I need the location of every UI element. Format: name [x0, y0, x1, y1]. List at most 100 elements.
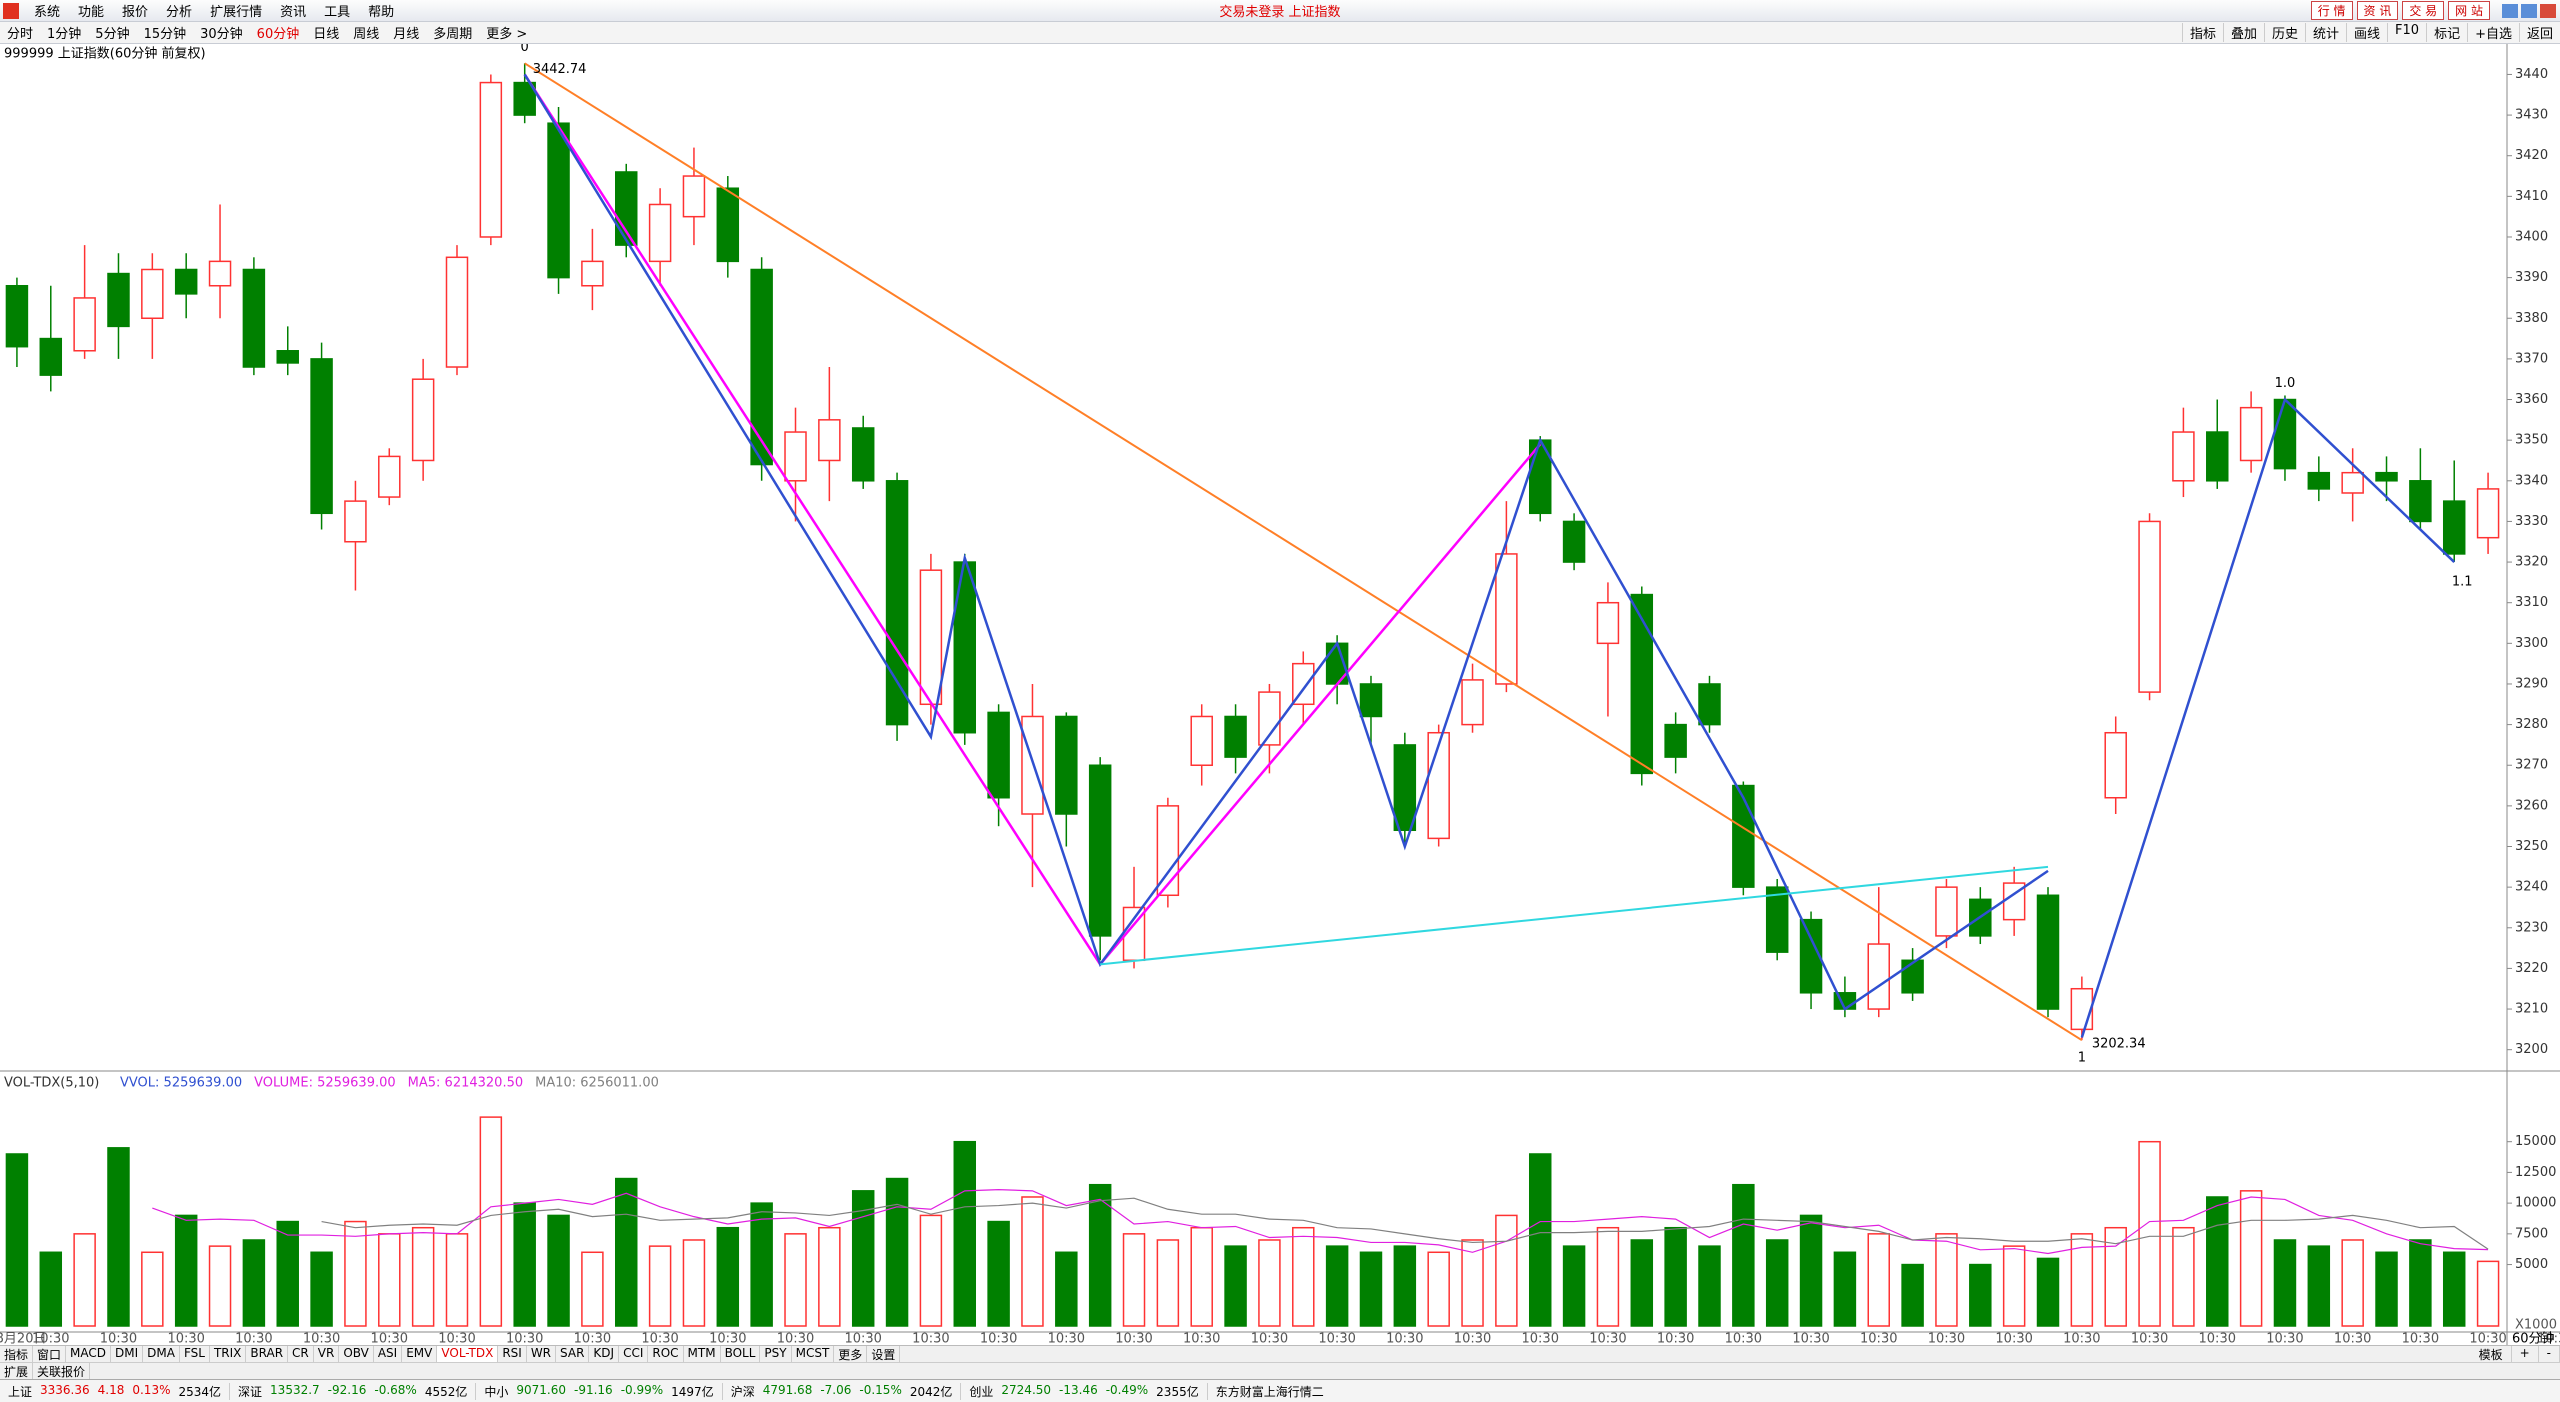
- indicator-tab[interactable]: MACD: [66, 1345, 112, 1363]
- indicator-tab[interactable]: EMV: [402, 1345, 438, 1363]
- tool-button[interactable]: 标记: [2426, 23, 2467, 42]
- menu-bar: 系统 功能 报价 分析 扩展行情 资讯 工具 帮助 交易未登录 上证指数 行 情资 讯交 易网…: [0, 0, 2560, 22]
- menu-item[interactable]: 功能: [78, 5, 105, 20]
- period-tab[interactable]: 5分钟: [95, 27, 130, 42]
- y-tick-label: 3220: [2515, 961, 2548, 976]
- tool-button[interactable]: 统计: [2305, 23, 2346, 42]
- volume-bar: [2239, 1190, 2263, 1327]
- menu-item[interactable]: 扩展行情: [210, 5, 263, 20]
- indicator-tab[interactable]: PSY: [760, 1345, 792, 1363]
- y-tick-label: 12500: [2515, 1165, 2556, 1180]
- menu-item[interactable]: 工具: [324, 5, 351, 20]
- minimize[interactable]: [2502, 3, 2518, 18]
- top-button[interactable]: 交 易: [2402, 1, 2445, 20]
- menu-item[interactable]: 报价: [122, 5, 149, 20]
- tool-button[interactable]: 返回: [2518, 23, 2560, 42]
- volume-bar: [1528, 1153, 1552, 1327]
- volume-bar: [378, 1233, 401, 1327]
- indicator-tab[interactable]: ROC: [648, 1345, 684, 1363]
- volume-bar: [2273, 1239, 2297, 1327]
- menu-item[interactable]: 系统: [34, 5, 61, 20]
- template-button[interactable]: -: [2539, 1345, 2560, 1363]
- tool-button[interactable]: 画线: [2346, 23, 2387, 42]
- tool-button[interactable]: 指标: [2181, 23, 2223, 42]
- volume-bar: [1630, 1239, 1654, 1327]
- indicator-tab[interactable]: MCST: [792, 1345, 835, 1363]
- period-tab[interactable]: 日线: [313, 27, 340, 42]
- indicator-tab[interactable]: 指标: [0, 1345, 34, 1363]
- candle-body: [1562, 520, 1586, 563]
- close[interactable]: [2540, 3, 2556, 18]
- maximize[interactable]: [2521, 3, 2537, 18]
- candle-body: [1190, 715, 1213, 766]
- indicator-tab[interactable]: CR: [288, 1345, 314, 1363]
- tool-button[interactable]: +自选: [2467, 23, 2519, 42]
- indicator-tab[interactable]: BOLL: [721, 1345, 761, 1363]
- candle-body: [445, 256, 469, 368]
- indicator-tab[interactable]: ASI: [374, 1345, 403, 1363]
- candle-body: [648, 203, 672, 263]
- indicator-tab[interactable]: VOL-TDX: [437, 1345, 499, 1363]
- period-tab[interactable]: 多周期: [433, 27, 473, 42]
- ext-tab[interactable]: 扩展: [0, 1362, 34, 1380]
- indicator-tab[interactable]: SAR: [556, 1345, 590, 1363]
- period-tab[interactable]: 60分钟: [256, 27, 300, 42]
- status-value: -0.49%: [1105, 1382, 1149, 1397]
- x-tick-label: 10:30: [100, 1332, 137, 1346]
- indicator-tab[interactable]: OBV: [339, 1345, 374, 1363]
- tool-button[interactable]: 叠加: [2222, 23, 2264, 42]
- status-name: 创业: [969, 1384, 994, 1399]
- indicator-tab[interactable]: RSI: [498, 1345, 527, 1363]
- y-tick-label: 3420: [2515, 148, 2548, 163]
- candle-body: [1088, 764, 1112, 937]
- top-button[interactable]: 网 站: [2448, 1, 2490, 20]
- top-button[interactable]: 资 讯: [2356, 1, 2399, 20]
- candle-body: [2375, 471, 2398, 482]
- period-tab[interactable]: 月线: [393, 27, 420, 42]
- indicator-tab[interactable]: 设置: [867, 1345, 901, 1363]
- candle-body: [547, 122, 570, 279]
- status-bar: 上证 3336.36 4.18 0.13% 2534亿 深证 13532.7 -92.16 -0…: [0, 1379, 2560, 1402]
- tool-button[interactable]: F10: [2387, 23, 2426, 42]
- candle-body: [851, 427, 875, 482]
- indicator-tab[interactable]: WR: [527, 1345, 557, 1363]
- x-tick-label: 10:30: [235, 1332, 272, 1346]
- menu-item[interactable]: 帮助: [368, 5, 395, 20]
- indicator-tab[interactable]: 窗口: [33, 1345, 67, 1363]
- template-button[interactable]: +: [2512, 1345, 2539, 1363]
- period-tab[interactable]: 1分钟: [47, 27, 82, 42]
- volume-bar: [73, 1233, 96, 1327]
- volume-bar: [953, 1140, 977, 1327]
- indicator-tab[interactable]: DMA: [143, 1345, 180, 1363]
- volume-bar: [784, 1233, 807, 1327]
- template-button[interactable]: 模板: [2471, 1345, 2512, 1363]
- indicator-tab[interactable]: TRIX: [210, 1345, 247, 1363]
- indicator-tab[interactable]: 更多: [834, 1345, 868, 1363]
- x-tick-label: 10:30: [1928, 1332, 1965, 1346]
- volume-bar: [141, 1251, 164, 1327]
- volume-bar: [208, 1245, 232, 1327]
- menu-item[interactable]: 分析: [166, 5, 193, 20]
- period-tab[interactable]: 15分钟: [143, 27, 187, 42]
- indicator-tab[interactable]: KDJ: [589, 1345, 620, 1363]
- candle-body: [1292, 662, 1315, 706]
- ext-tab[interactable]: 关联报价: [33, 1362, 91, 1380]
- volume-bar: [513, 1202, 536, 1327]
- indicator-tab[interactable]: MTM: [684, 1345, 721, 1363]
- status-value: 1497亿: [671, 1384, 714, 1399]
- indicator-tab[interactable]: CCI: [619, 1345, 649, 1363]
- period-tab[interactable]: 周线: [353, 27, 380, 42]
- candle-body: [208, 260, 232, 287]
- period-tab[interactable]: 30分钟: [200, 27, 243, 42]
- menu-item[interactable]: 资讯: [280, 5, 307, 20]
- candle-body: [1021, 715, 1044, 815]
- period-tab[interactable]: 更多 >: [486, 27, 528, 42]
- y-tick-label: 3210: [2515, 1002, 2548, 1017]
- indicator-tab[interactable]: DMI: [111, 1345, 144, 1363]
- indicator-tab[interactable]: BRAR: [246, 1345, 289, 1363]
- tool-button[interactable]: 历史: [2263, 23, 2305, 42]
- indicator-tab[interactable]: VR: [314, 1345, 340, 1363]
- top-button[interactable]: 行 情: [2310, 1, 2353, 20]
- indicator-tab[interactable]: FSL: [180, 1345, 210, 1363]
- period-tab[interactable]: 分时: [7, 27, 34, 42]
